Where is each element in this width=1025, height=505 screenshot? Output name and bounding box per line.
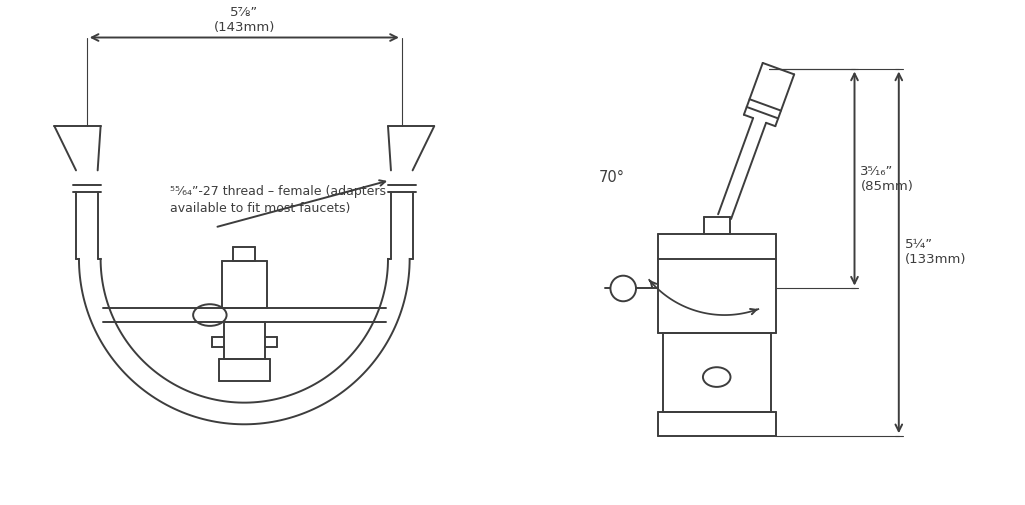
Text: 5⅞”
(143mm): 5⅞” (143mm) bbox=[213, 6, 275, 33]
Text: ⁵⁵⁄₆₄”-27 thread – female (adapters
available to fit most faucets): ⁵⁵⁄₆₄”-27 thread – female (adapters avai… bbox=[170, 185, 386, 215]
Text: 3⁵⁄₁₆”
(85mm): 3⁵⁄₁₆” (85mm) bbox=[860, 165, 913, 192]
Text: 5¼”
(133mm): 5¼” (133mm) bbox=[905, 238, 967, 266]
Text: 70°: 70° bbox=[599, 170, 624, 185]
